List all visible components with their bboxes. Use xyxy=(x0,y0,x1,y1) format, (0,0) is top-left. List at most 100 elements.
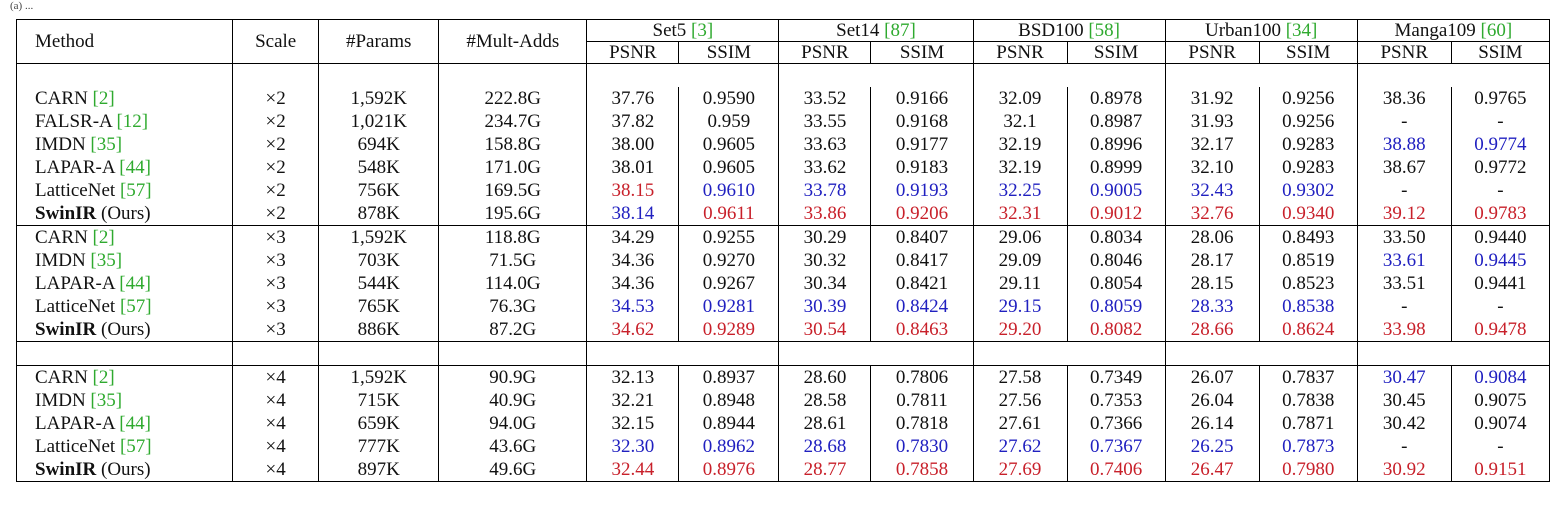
citation-link[interactable]: [57] xyxy=(119,180,152,201)
psnr-cell: 30.47 xyxy=(1357,365,1452,389)
params-cell: 694K xyxy=(318,133,440,156)
ssim-cell: 0.9340 xyxy=(1259,202,1358,226)
method-cell: IMDN [35] xyxy=(15,249,234,272)
ssim-cell: 0.7349 xyxy=(1067,365,1166,389)
psnr-cell: 33.55 xyxy=(778,110,872,133)
dataset-header-set5: Set5 [3] xyxy=(586,19,780,42)
ssim-cell: 0.9302 xyxy=(1259,179,1358,202)
multadds-cell: 114.0G xyxy=(438,272,588,295)
params-cell: 897K xyxy=(318,458,440,482)
group-spacer xyxy=(15,341,1551,366)
table-row: FALSR-A [12] ×2 1,021K 234.7G 37.82 0.959 33.5… xyxy=(15,110,1551,133)
ssim-cell: 0.9005 xyxy=(1067,179,1166,202)
params-cell: 548K xyxy=(318,156,440,179)
ssim-cell: 0.8424 xyxy=(870,295,974,318)
multadds-cell: 118.8G xyxy=(438,225,588,249)
table-row: SwinIR (Ours) ×4 897K 49.6G 32.44 0.8976 28.77… xyxy=(15,458,1551,482)
ssim-cell: 0.7980 xyxy=(1259,458,1358,482)
citation-link[interactable]: [2] xyxy=(92,227,115,248)
ssim-cell: 0.8624 xyxy=(1259,318,1358,342)
ssim-cell: 0.9765 xyxy=(1451,87,1551,110)
citation-link[interactable]: [58] xyxy=(1088,20,1121,41)
citation-link[interactable]: [2] xyxy=(92,88,115,109)
ssim-cell: 0.9193 xyxy=(870,179,974,202)
citation-link[interactable]: [12] xyxy=(116,111,149,132)
psnr-cell: - xyxy=(1357,435,1452,458)
params-cell: 886K xyxy=(318,318,440,342)
method-suffix: (Ours) xyxy=(96,203,151,224)
multadds-cell: 169.5G xyxy=(438,179,588,202)
method-name: LAPAR-A xyxy=(35,413,115,434)
results-table: Method Scale #Params #Mult-Adds Set5 [3]… xyxy=(15,19,1551,482)
method-cell: CARN [2] xyxy=(15,365,234,389)
params-cell: 544K xyxy=(318,272,440,295)
ssim-cell: 0.9256 xyxy=(1259,87,1358,110)
psnr-cell: 33.52 xyxy=(778,87,872,110)
citation-link[interactable]: [35] xyxy=(90,390,123,411)
citation-link[interactable]: [35] xyxy=(90,250,123,271)
method-cell: CARN [2] xyxy=(15,225,234,249)
citation-link[interactable]: [35] xyxy=(90,134,123,155)
psnr-cell: 28.77 xyxy=(778,458,872,482)
method-cell: SwinIR (Ours) xyxy=(15,458,234,482)
ssim-cell: 0.9084 xyxy=(1451,365,1551,389)
scale-cell: ×4 xyxy=(232,458,320,482)
ssim-cell: 0.7818 xyxy=(870,412,974,435)
psnr-cell: 38.36 xyxy=(1357,87,1452,110)
psnr-cell: 28.61 xyxy=(778,412,872,435)
ssim-cell: 0.9151 xyxy=(1451,458,1551,482)
ssim-cell: 0.9255 xyxy=(678,225,780,249)
citation-link[interactable]: [44] xyxy=(119,157,151,178)
citation-link[interactable]: [2] xyxy=(92,367,115,388)
ssim-cell: 0.9611 xyxy=(678,202,780,226)
psnr-cell: 32.21 xyxy=(586,389,680,412)
citation-link[interactable]: [44] xyxy=(119,413,151,434)
ssim-cell: 0.8407 xyxy=(870,225,974,249)
ssim-cell: 0.8523 xyxy=(1259,272,1358,295)
multadds-cell: 158.8G xyxy=(438,133,588,156)
psnr-cell: 29.20 xyxy=(973,318,1068,342)
psnr-cell: 38.01 xyxy=(586,156,680,179)
ssim-cell: 0.9783 xyxy=(1451,202,1551,226)
citation-link[interactable]: [44] xyxy=(119,273,151,294)
params-cell: 777K xyxy=(318,435,440,458)
ssim-cell: 0.9283 xyxy=(1259,133,1358,156)
psnr-cell: 28.15 xyxy=(1165,272,1260,295)
header-row-1: Method Scale #Params #Mult-Adds Set5 [3]… xyxy=(15,19,1551,64)
ssim-cell: 0.9206 xyxy=(870,202,974,226)
scale-cell: ×3 xyxy=(232,295,320,318)
psnr-cell: 34.29 xyxy=(586,225,680,249)
ssim-cell: 0.7353 xyxy=(1067,389,1166,412)
multadds-cell: 76.3G xyxy=(438,295,588,318)
psnr-cell: 39.12 xyxy=(1357,202,1452,226)
ssim-cell: 0.8538 xyxy=(1259,295,1358,318)
citation-link[interactable]: [34] xyxy=(1285,20,1318,41)
multadds-header: #Mult-Adds xyxy=(438,19,588,64)
multadds-cell: 222.8G xyxy=(438,87,588,110)
citation-link[interactable]: [57] xyxy=(119,296,152,317)
ssim-cell: 0.9289 xyxy=(678,318,780,342)
psnr-cell: 30.34 xyxy=(778,272,872,295)
ssim-cell: 0.7830 xyxy=(870,435,974,458)
ssim-cell: 0.8046 xyxy=(1067,249,1166,272)
psnr-cell: 32.43 xyxy=(1165,179,1260,202)
ssim-cell: - xyxy=(1451,179,1551,202)
dataset-header-manga109: Manga109 [60] xyxy=(1357,19,1551,42)
psnr-cell: 33.63 xyxy=(778,133,872,156)
dataset-name: Set14 xyxy=(836,20,880,41)
ssim-cell: 0.9441 xyxy=(1451,272,1551,295)
citation-link[interactable]: [87] xyxy=(884,20,916,41)
psnr-cell: 30.45 xyxy=(1357,389,1452,412)
psnr-cell: 26.47 xyxy=(1165,458,1260,482)
citation-link[interactable]: [60] xyxy=(1480,20,1513,41)
multadds-cell: 195.6G xyxy=(438,202,588,226)
ssim-cell: 0.9183 xyxy=(870,156,974,179)
citation-link[interactable]: [3] xyxy=(691,20,714,41)
psnr-cell: 37.76 xyxy=(586,87,680,110)
scale-cell: ×4 xyxy=(232,365,320,389)
psnr-cell: 38.00 xyxy=(586,133,680,156)
multadds-cell: 40.9G xyxy=(438,389,588,412)
citation-link[interactable]: [57] xyxy=(119,436,152,457)
method-cell: SwinIR (Ours) xyxy=(15,318,234,342)
multadds-cell: 90.9G xyxy=(438,365,588,389)
